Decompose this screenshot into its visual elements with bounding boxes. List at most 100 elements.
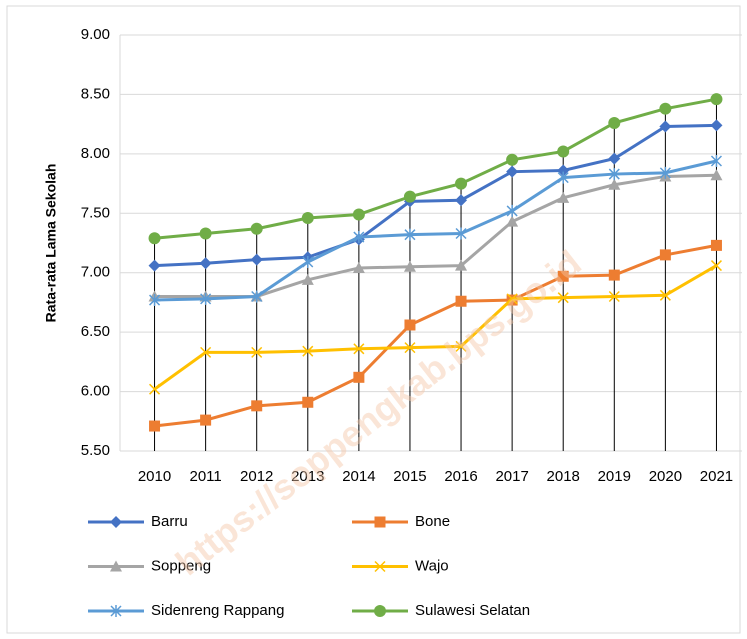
x-tick-label: 2018: [547, 468, 580, 485]
marker: [110, 516, 122, 528]
marker: [251, 346, 263, 358]
series-line: [154, 97, 717, 240]
marker: [710, 260, 722, 272]
x-tick-label: 2013: [291, 468, 324, 485]
marker: [353, 371, 365, 383]
marker: [199, 227, 212, 240]
marker: [659, 102, 672, 115]
legend-label: Wajo: [415, 557, 449, 574]
marker: [710, 239, 722, 251]
x-tick-label: 2016: [444, 468, 477, 485]
y-tick-label: 7.00: [81, 264, 110, 281]
marker: [251, 400, 263, 412]
y-axis-label: Rata-rata Lama Sekolah: [43, 164, 59, 323]
marker: [403, 260, 416, 272]
y-tick-label: 6.00: [81, 383, 110, 400]
marker: [608, 168, 620, 181]
marker: [710, 119, 723, 132]
marker: [200, 292, 212, 305]
y-tick-label: 8.00: [81, 145, 110, 162]
marker: [659, 166, 671, 179]
marker: [557, 171, 569, 184]
marker: [608, 269, 620, 281]
y-tick-label: 8.50: [81, 85, 110, 102]
marker: [404, 228, 416, 241]
marker: [404, 342, 416, 354]
marker: [302, 256, 314, 269]
series-line: [153, 264, 718, 391]
marker: [506, 153, 519, 166]
marker: [200, 414, 212, 426]
marker: [659, 289, 671, 301]
marker: [353, 231, 365, 244]
legend-label: Soppeng: [151, 557, 211, 574]
marker: [710, 154, 722, 167]
marker: [404, 319, 416, 331]
y-tick-label: 9.00: [81, 26, 110, 43]
marker: [455, 194, 468, 207]
legend-label: Sidenreng Rappang: [151, 602, 284, 619]
marker: [506, 165, 519, 178]
marker: [455, 227, 467, 240]
marker: [608, 116, 621, 129]
marker: [110, 605, 122, 617]
marker: [302, 345, 314, 357]
marker: [608, 178, 621, 190]
x-tick-label: 2019: [598, 468, 631, 485]
marker: [557, 191, 570, 203]
marker: [302, 396, 314, 408]
marker: [352, 208, 365, 221]
marker: [455, 177, 468, 190]
marker: [557, 164, 570, 177]
x-tick-label: 2017: [495, 468, 528, 485]
x-tick-label: 2021: [700, 468, 733, 485]
marker: [557, 270, 569, 282]
marker: [352, 261, 365, 273]
marker: [455, 340, 467, 352]
marker: [250, 222, 263, 235]
legend-label: Sulawesi Selatan: [415, 602, 530, 619]
marker: [250, 253, 263, 266]
marker: [148, 259, 161, 272]
marker: [557, 145, 570, 158]
marker: [506, 293, 518, 305]
marker: [149, 420, 161, 432]
marker: [200, 346, 212, 358]
x-tick-label: 2011: [189, 468, 221, 485]
marker: [199, 257, 212, 270]
marker: [374, 516, 386, 528]
marker: [455, 295, 467, 307]
y-tick-label: 7.50: [81, 204, 110, 221]
y-tick-label: 5.50: [81, 442, 110, 459]
marker: [301, 273, 314, 285]
legend-label: Bone: [415, 513, 450, 530]
marker: [608, 152, 621, 165]
y-tick-label: 6.50: [81, 323, 110, 340]
marker: [148, 232, 161, 245]
marker: [659, 120, 672, 133]
frame: [6, 5, 741, 634]
marker: [506, 215, 519, 227]
marker: [608, 290, 620, 303]
marker: [557, 292, 569, 304]
marker: [710, 169, 723, 181]
x-tick-label: 2020: [649, 468, 682, 485]
marker: [251, 290, 263, 303]
marker: [110, 560, 122, 572]
x-tick-label: 2014: [342, 468, 375, 485]
marker: [149, 294, 161, 307]
marker: [374, 605, 386, 617]
marker: [149, 383, 161, 395]
marker: [374, 560, 386, 573]
series-line: [154, 159, 717, 302]
x-tick-label: 2010: [138, 468, 171, 485]
marker: [353, 343, 365, 355]
x-tick-label: 2015: [393, 468, 426, 485]
marker: [710, 93, 723, 106]
marker: [455, 259, 468, 271]
series-line: [154, 123, 717, 268]
marker: [301, 212, 314, 225]
legend-label: Barru: [151, 513, 188, 530]
x-tick-label: 2012: [240, 468, 273, 485]
